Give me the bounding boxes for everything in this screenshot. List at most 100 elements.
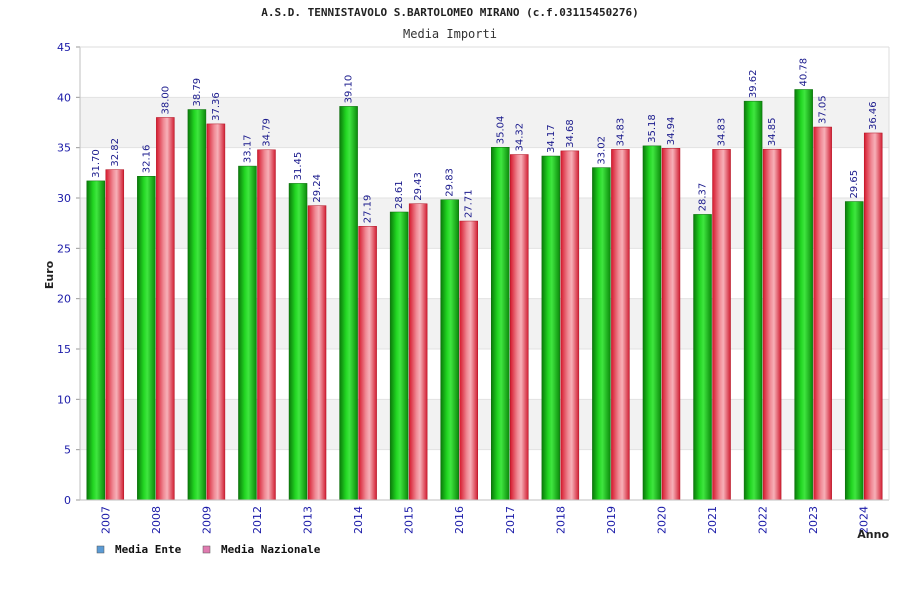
- x-axis-ticks: 2007 2008 2009 2012 2013 2014 2015 2016 2017 2018…: [99, 506, 870, 534]
- grid-band: [80, 47, 889, 98]
- bar-media-nazionale: [661, 148, 681, 501]
- bar-media-ente: [541, 155, 561, 501]
- bar-media-ente: [844, 201, 864, 501]
- data-label: 38.79: [192, 78, 203, 107]
- x-axis-label: Anno: [857, 528, 889, 541]
- bar-media-nazionale: [257, 149, 276, 501]
- data-label: 39.10: [344, 75, 355, 104]
- legend: Media Ente Media Nazionale: [96, 543, 321, 556]
- bar-media-nazionale: [156, 117, 175, 501]
- bar-media-ente: [187, 109, 207, 501]
- y-axis-ticks: 0 5 10 15 20 25 30 35 40 45: [57, 41, 80, 507]
- y-tick-label: 0: [64, 494, 71, 507]
- bar-media-ente: [389, 211, 409, 501]
- x-tick-label: 2021: [706, 506, 719, 534]
- data-label: 32.16: [141, 145, 152, 174]
- bar-media-ente: [491, 147, 510, 501]
- x-tick-label: 2024: [858, 506, 871, 534]
- bar-media-nazionale: [762, 148, 782, 501]
- bar-media-ente: [794, 89, 813, 501]
- y-axis-label: Euro: [43, 260, 56, 289]
- y-tick-label: 35: [57, 142, 71, 155]
- data-label: 35.18: [647, 114, 658, 143]
- bar-media-ente: [288, 183, 308, 501]
- x-tick-label: 2009: [200, 506, 213, 534]
- data-label: 35.04: [495, 116, 506, 145]
- data-label: 28.61: [394, 180, 405, 209]
- x-tick-label: 2019: [605, 506, 618, 534]
- x-tick-label: 2013: [302, 506, 315, 534]
- bar-media-ente: [592, 167, 611, 501]
- bar-media-nazionale: [307, 205, 327, 501]
- bar-media-nazionale: [459, 220, 478, 501]
- bar-media-ente: [693, 214, 712, 501]
- bar-media-nazionale: [712, 149, 731, 501]
- data-label: 34.79: [261, 118, 272, 147]
- x-tick-label: 2022: [757, 506, 770, 534]
- y-tick-label: 45: [57, 41, 71, 54]
- data-label: 33.17: [242, 134, 253, 163]
- data-label: 34.68: [565, 119, 576, 148]
- legend-swatch-media-ente: [96, 545, 105, 554]
- axes: [79, 46, 890, 501]
- bar-media-nazionale: [813, 126, 832, 501]
- x-tick-label: 2017: [504, 506, 517, 534]
- y-tick-label: 30: [57, 192, 71, 205]
- y-tick-label: 15: [57, 343, 71, 356]
- y-tick-label: 5: [64, 444, 71, 457]
- bar-media-ente: [86, 180, 106, 501]
- x-tick-label: 2023: [807, 506, 820, 534]
- data-label: 31.45: [293, 152, 304, 181]
- x-tick-label: 2014: [352, 506, 365, 534]
- bar-media-nazionale: [560, 150, 580, 501]
- bars: [86, 89, 883, 501]
- chart-subtitle: Media Importi: [403, 27, 497, 41]
- x-tick-label: 2016: [453, 506, 466, 534]
- data-label: 29.83: [445, 168, 456, 197]
- y-tick-label: 40: [57, 91, 71, 104]
- data-label: 31.70: [91, 149, 102, 178]
- x-tick-label: 2012: [251, 506, 264, 534]
- bar-media-ente: [743, 100, 763, 501]
- data-label: 34.32: [514, 123, 525, 152]
- data-label: 38.00: [160, 86, 171, 115]
- data-label: 37.36: [211, 92, 222, 121]
- data-label: 34.83: [717, 118, 728, 147]
- data-label: 37.05: [818, 95, 829, 124]
- bar-media-nazionale: [408, 203, 428, 501]
- data-label: 40.78: [799, 58, 810, 87]
- data-label: 36.46: [868, 101, 879, 130]
- bar-media-nazionale: [863, 132, 883, 501]
- y-tick-label: 20: [57, 293, 71, 306]
- data-label: 28.37: [698, 183, 709, 212]
- legend-swatch-media-nazionale: [202, 545, 211, 554]
- x-tick-label: 2008: [150, 506, 163, 534]
- bar-media-nazionale: [358, 226, 377, 501]
- data-label: 34.83: [615, 118, 626, 147]
- x-tick-label: 2020: [655, 506, 668, 534]
- bar-media-ente: [137, 176, 156, 501]
- data-label: 34.94: [666, 117, 677, 146]
- bar-media-ente: [238, 165, 257, 501]
- bar-media-ente: [339, 106, 358, 501]
- data-label: 33.02: [596, 136, 607, 165]
- y-tick-label: 25: [57, 242, 71, 255]
- legend-label-media-ente: Media Ente: [115, 543, 182, 556]
- y-tick-label: 10: [57, 393, 71, 406]
- bar-media-nazionale: [206, 123, 226, 501]
- bar-media-ente: [642, 145, 662, 501]
- legend-label-media-nazionale: Media Nazionale: [221, 543, 321, 556]
- bar-media-nazionale: [105, 169, 125, 501]
- x-tick-label: 2015: [403, 506, 416, 534]
- bar-media-nazionale: [611, 149, 630, 501]
- bar-media-nazionale: [510, 154, 529, 501]
- data-label: 34.17: [546, 124, 557, 153]
- chart-title: A.S.D. TENNISTAVOLO S.BARTOLOMEO MIRANO …: [261, 6, 639, 19]
- data-label: 29.24: [312, 174, 323, 203]
- bar-media-ente: [440, 199, 459, 501]
- data-labels: 31.70 32.82 32.16 38.00 38.79 37.36 33.17 34.79…: [91, 58, 879, 223]
- x-tick-label: 2007: [99, 506, 112, 534]
- data-label: 39.62: [748, 70, 759, 99]
